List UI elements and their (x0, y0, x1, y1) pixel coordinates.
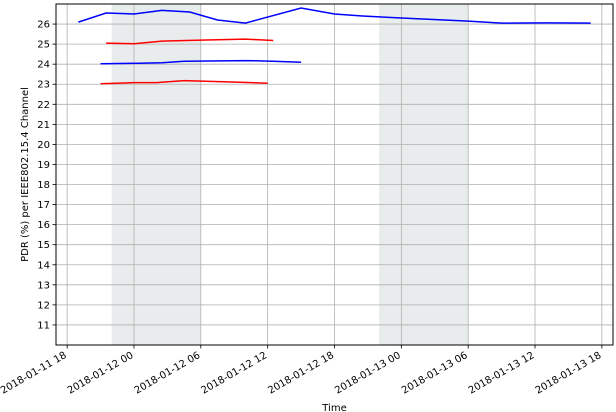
shaded-interval-1 (111, 4, 201, 345)
y-tick-label: 18 (37, 180, 50, 191)
y-tick-label: 11 (37, 320, 50, 331)
y-tick-label: 16 (37, 220, 50, 231)
x-tick-label: 2018-01-13 00 (333, 350, 403, 397)
y-tick-label: 14 (37, 260, 50, 271)
y-tick-label: 13 (37, 280, 50, 291)
series-line-4 (100, 79, 268, 85)
x-tick-label: 2018-01-13 06 (400, 350, 470, 397)
x-tick-label: 2018-01-12 12 (200, 350, 270, 397)
shaded-interval-2 (379, 4, 469, 345)
y-tick-label: 22 (37, 100, 50, 111)
x-tick-label: 2018-01-12 18 (266, 350, 336, 397)
y-tick-label: 21 (37, 120, 50, 131)
grid-lines (56, 4, 613, 345)
y-tick-label: 25 (37, 40, 50, 51)
x-tick-label: 2018-01-13 18 (534, 350, 604, 397)
data-series (78, 7, 591, 85)
y-tick-label: 23 (37, 80, 50, 91)
y-tick-label: 17 (37, 200, 50, 211)
x-tick-label: 2018-01-12 00 (66, 350, 136, 397)
y-axis-title: PDR (%) per IEEE802.15.4 Channel (20, 87, 31, 262)
x-tick-label: 2018-01-12 06 (133, 350, 203, 397)
y-axis-ticks: 11 12 13 14 15 16 17 18 19 20 21 22 23 24 25 26 (37, 20, 56, 331)
y-tick-label: 26 (37, 20, 50, 31)
y-tick-label: 19 (37, 160, 50, 171)
shaded-intervals (111, 4, 469, 345)
x-tick-label: 2018-01-11 18 (0, 350, 69, 397)
x-axis-title: Time (321, 403, 346, 412)
y-tick-label: 15 (37, 240, 50, 251)
y-tick-label: 20 (37, 140, 50, 151)
series-line-1 (78, 7, 591, 24)
x-tick-label: 2018-01-13 12 (467, 350, 537, 397)
y-tick-label: 12 (37, 300, 50, 311)
series-line-3 (100, 59, 302, 65)
series-line-2 (106, 38, 274, 45)
y-tick-label: 24 (37, 60, 50, 71)
